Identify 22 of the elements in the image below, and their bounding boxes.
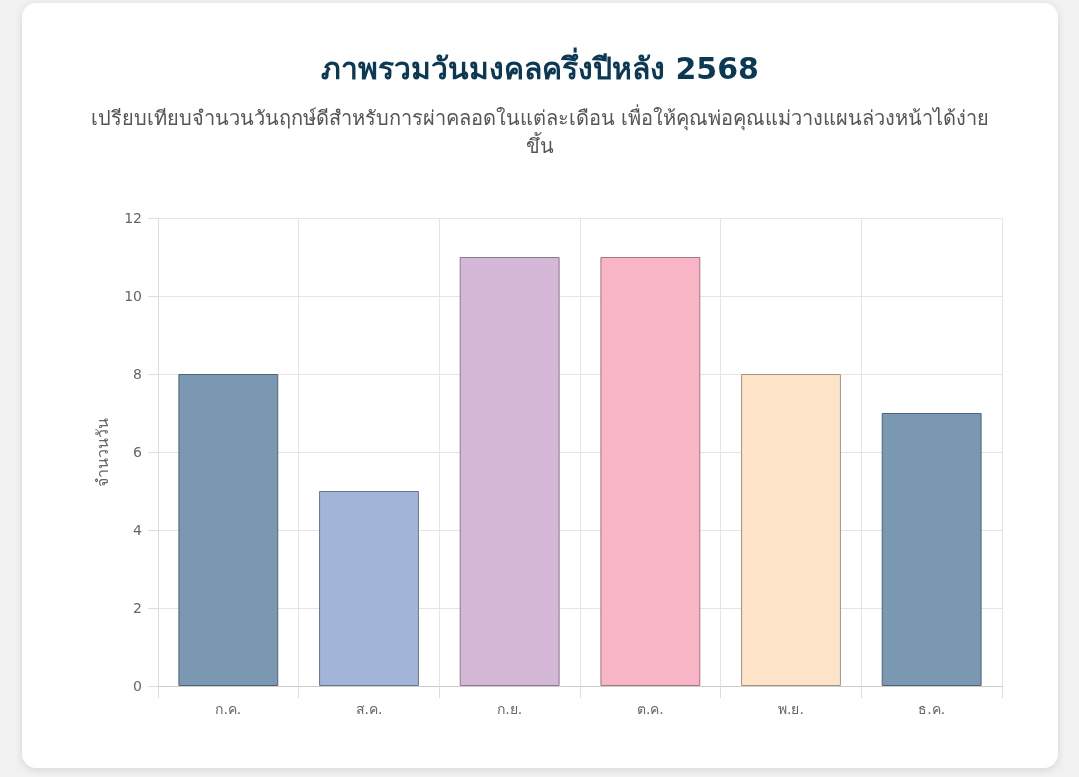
bar	[459, 257, 560, 686]
bar	[178, 374, 279, 686]
y-tick-label: 0	[133, 678, 142, 694]
x-tick-label: ต.ค.	[636, 701, 664, 717]
bar	[881, 413, 982, 686]
chart-title: ภาพรวมวันมงคลครึ่งปีหลัง 2568	[320, 46, 760, 88]
x-tick-label: พ.ย.	[778, 701, 804, 717]
y-axis-title: จำนวนวัน	[92, 417, 112, 487]
y-tick-label: 12	[124, 210, 142, 226]
x-tick-label: ก.ค.	[215, 701, 242, 717]
chart-subtitle: เปรียบเทียบจำนวนวันฤกษ์ดีสำหรับการผ่าคลอดในแต่ละเดือน เพื่อให้คุณพ่อคุณแม่วางแผนล่วงหน้าได้ง่ายขึ้น	[89, 104, 991, 160]
y-tick-label: 10	[124, 288, 142, 304]
y-tick-label: 6	[133, 444, 143, 460]
y-tick-label: 4	[133, 522, 143, 538]
x-tick-label: ก.ย.	[497, 701, 523, 717]
bar	[741, 374, 841, 686]
x-tick-label: ธ.ค.	[918, 701, 946, 717]
y-tick-label: 2	[133, 600, 142, 616]
bar	[319, 491, 419, 686]
y-tick-label: 8	[133, 366, 142, 382]
bar	[600, 257, 701, 686]
x-tick-label: ส.ค.	[355, 701, 383, 717]
